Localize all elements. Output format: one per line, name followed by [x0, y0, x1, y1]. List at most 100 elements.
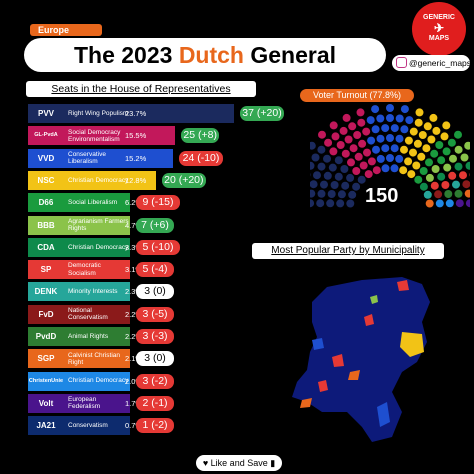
seat-dot — [357, 118, 366, 127]
party-ideology: Conservative Liberalism — [68, 150, 106, 166]
map-region-blue-2 — [312, 338, 324, 350]
seat-dot — [404, 157, 413, 166]
seat-dot — [372, 145, 380, 154]
seat-dot — [346, 173, 355, 182]
seat-dot — [329, 147, 338, 156]
seat-dot — [318, 130, 326, 139]
bookmark-icon: ▮ — [267, 458, 276, 468]
seat-dot — [316, 199, 325, 208]
seat-dot — [364, 170, 373, 179]
map-region-bbb — [370, 295, 378, 304]
seat-dot — [454, 145, 463, 154]
seat-dot — [454, 130, 462, 139]
party-ideology: Minority Interests — [68, 288, 118, 296]
party-logo: PVV — [28, 104, 64, 123]
party-ideology: Conservatism — [68, 422, 108, 430]
seat-dot — [363, 148, 371, 157]
party-logo: PvdD — [28, 327, 64, 346]
seat-dot — [425, 173, 434, 182]
vote-share-label: 12.8% — [125, 175, 147, 185]
seats-change-pill: 9 (-15) — [136, 195, 180, 211]
seat-dot — [432, 126, 441, 135]
seat-dot — [445, 199, 454, 208]
seat-dot — [347, 158, 355, 167]
seat-dot — [342, 113, 351, 122]
map-region-red-4 — [318, 380, 328, 392]
seat-dot — [313, 171, 321, 180]
seat-dot — [367, 136, 376, 145]
seat-dot — [317, 189, 326, 198]
seat-dot — [362, 127, 371, 136]
vote-share-bar — [64, 416, 130, 436]
seat-dot — [442, 147, 451, 156]
seat-dot — [418, 131, 427, 139]
map-region-orange-2 — [348, 370, 360, 380]
seat-dot — [422, 144, 431, 153]
vote-share-label: 2.0% — [125, 376, 143, 386]
seat-dot — [460, 153, 469, 162]
seat-dot — [324, 138, 333, 147]
seat-dot — [462, 180, 470, 189]
seats-change-pill: 3 (-3) — [136, 329, 174, 344]
like-save-label: Like and Save — [210, 458, 268, 468]
party-ideology: Christian Democracy — [68, 176, 129, 184]
vote-share-label: 1.7% — [125, 398, 143, 408]
seat-dot — [390, 164, 399, 173]
seat-dot — [414, 175, 423, 184]
seat-dot — [317, 145, 326, 154]
party-ideology: Calvinist Christian Right — [68, 351, 121, 366]
vote-share-bar — [64, 371, 130, 391]
seat-dot — [381, 164, 390, 173]
seat-dot — [425, 158, 433, 167]
seat-dot — [423, 190, 432, 199]
map-region-red-3 — [397, 280, 409, 291]
seat-dot — [381, 144, 390, 153]
seat-dot — [431, 165, 440, 173]
vote-share-label: 2.1% — [125, 354, 143, 364]
title-prefix: The 2023 — [73, 42, 179, 68]
party-ideology: Social Democracy Environmentalism — [68, 128, 121, 143]
region-tag: Europe — [30, 24, 102, 36]
seat-dot — [448, 171, 457, 180]
seat-dot — [404, 136, 413, 145]
like-save-button[interactable]: ♥ Like and Save ▮ — [196, 455, 282, 471]
seat-dot — [331, 132, 340, 141]
seat-dot — [326, 199, 335, 208]
seat-dot — [348, 122, 357, 131]
seat-dot — [459, 171, 467, 180]
seat-dot — [317, 162, 326, 171]
vote-share-bar — [64, 215, 130, 235]
seat-dot — [371, 105, 380, 114]
seat-dot — [407, 170, 416, 179]
seat-dot — [419, 182, 428, 191]
seat-dot — [371, 125, 380, 134]
seats-change-pill: 20 (+20) — [161, 172, 206, 188]
party-logo: GL-PvdA — [28, 126, 64, 146]
seat-dot — [435, 199, 444, 208]
seat-dot — [429, 113, 438, 122]
seats-change-pill: 3 (-2) — [136, 373, 174, 389]
seat-dot — [400, 105, 409, 114]
seat-dot — [330, 181, 339, 189]
municipality-map — [292, 277, 430, 442]
vote-share-label: 2.3% — [125, 287, 143, 297]
vote-share-label: 2.2% — [125, 332, 143, 341]
seat-dot — [400, 145, 408, 154]
seat-dot — [311, 153, 320, 162]
seat-dot — [386, 114, 394, 122]
seat-dot — [356, 108, 365, 117]
seat-dot — [395, 114, 404, 123]
seat-dot — [372, 166, 381, 175]
party-logo: Volt — [28, 393, 64, 413]
seat-dot — [323, 171, 332, 180]
seat-dot — [399, 166, 408, 175]
vote-share-label: 6.2% — [125, 198, 143, 208]
total-seats: 150 — [365, 185, 399, 207]
vote-share-bar — [64, 148, 174, 168]
seat-dot — [376, 114, 385, 123]
vote-share-label: 3.1% — [125, 265, 143, 275]
vote-share-bar — [64, 237, 130, 257]
seat-dot — [442, 121, 451, 130]
seat-dot — [310, 180, 318, 189]
social-handle[interactable]: @generic_maps — [392, 55, 471, 71]
